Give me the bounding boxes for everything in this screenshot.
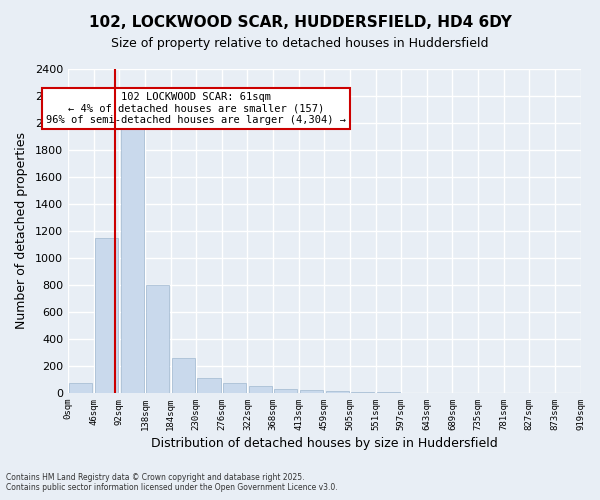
Bar	[121, 116, 143, 393]
Bar	[300, 390, 323, 393]
Bar	[70, 384, 92, 393]
Bar	[351, 392, 374, 393]
Text: 102, LOCKWOOD SCAR, HUDDERSFIELD, HD4 6DY: 102, LOCKWOOD SCAR, HUDDERSFIELD, HD4 6D…	[89, 15, 511, 30]
Bar	[223, 384, 246, 393]
Bar	[274, 389, 298, 393]
Bar	[326, 391, 349, 393]
Y-axis label: Number of detached properties: Number of detached properties	[15, 132, 28, 330]
Text: 102 LOCKWOOD SCAR: 61sqm
← 4% of detached houses are smaller (157)
96% of semi-d: 102 LOCKWOOD SCAR: 61sqm ← 4% of detache…	[46, 92, 346, 125]
Text: Contains HM Land Registry data © Crown copyright and database right 2025.
Contai: Contains HM Land Registry data © Crown c…	[6, 473, 338, 492]
Bar	[146, 285, 169, 393]
Text: Size of property relative to detached houses in Huddersfield: Size of property relative to detached ho…	[111, 38, 489, 51]
X-axis label: Distribution of detached houses by size in Huddersfield: Distribution of detached houses by size …	[151, 437, 497, 450]
Bar	[95, 238, 118, 393]
Bar	[197, 378, 221, 393]
Bar	[377, 392, 400, 393]
Bar	[172, 358, 195, 393]
Bar	[248, 386, 272, 393]
